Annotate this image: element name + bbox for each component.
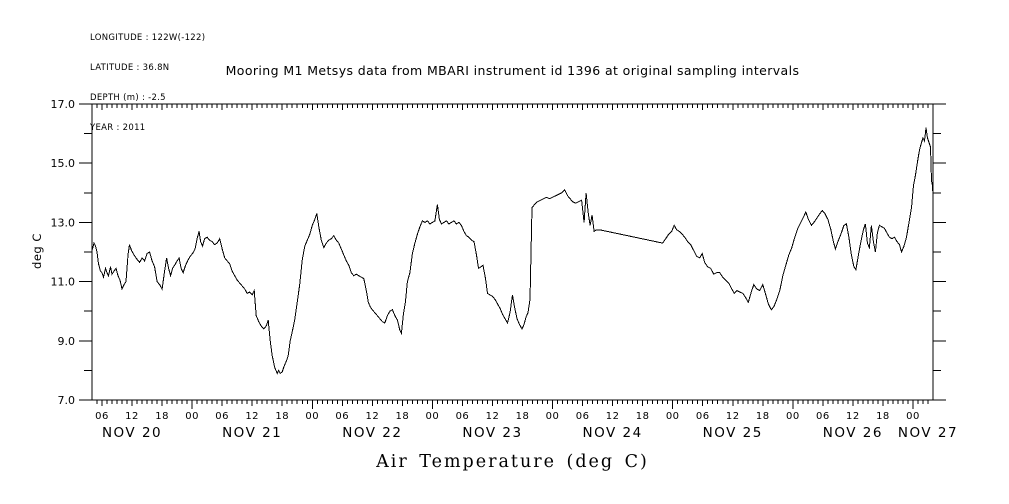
hour-label: 06 bbox=[696, 411, 710, 422]
hour-label: 12 bbox=[365, 411, 379, 422]
hour-label: 18 bbox=[636, 411, 650, 422]
y-tick-label: 7.0 bbox=[58, 394, 76, 407]
day-label: NOV 26 bbox=[823, 425, 883, 441]
hour-label: 12 bbox=[846, 411, 860, 422]
metadata-block: LONGITUDE : 122W(-122) LATITUDE : 36.8N … bbox=[90, 13, 205, 153]
x-axis-title: Air Temperature (deg C) bbox=[376, 452, 649, 472]
day-label: NOV 27 bbox=[898, 425, 958, 441]
hour-label: 18 bbox=[275, 411, 289, 422]
hour-label: 00 bbox=[906, 411, 920, 422]
hour-label: 12 bbox=[125, 411, 139, 422]
depth-label: DEPTH (m) : -2.5 bbox=[90, 93, 166, 103]
hour-label: 00 bbox=[666, 411, 680, 422]
hour-label: 18 bbox=[876, 411, 890, 422]
hour-label: 06 bbox=[95, 411, 109, 422]
year-label: YEAR : 2011 bbox=[90, 123, 146, 133]
hour-label: 12 bbox=[606, 411, 620, 422]
hour-label: 18 bbox=[516, 411, 530, 422]
hour-label: 06 bbox=[816, 411, 830, 422]
hour-label: 06 bbox=[576, 411, 590, 422]
hour-label: 00 bbox=[305, 411, 319, 422]
chart-title: Mooring M1 Metsys data from MBARI instru… bbox=[225, 63, 800, 78]
hour-label: 12 bbox=[726, 411, 740, 422]
temperature-series-line bbox=[91, 127, 934, 375]
y-tick-label: 17.0 bbox=[51, 98, 76, 111]
y-tick-label: 9.0 bbox=[58, 335, 76, 348]
day-label: NOV 20 bbox=[102, 425, 162, 441]
hour-label: 12 bbox=[486, 411, 500, 422]
day-label: NOV 24 bbox=[583, 425, 643, 441]
hour-label: 18 bbox=[396, 411, 410, 422]
hour-label: 00 bbox=[426, 411, 440, 422]
plot-frame bbox=[91, 103, 934, 401]
hour-label: 12 bbox=[245, 411, 259, 422]
y-tick-label: 11.0 bbox=[51, 276, 76, 289]
day-label: NOV 23 bbox=[462, 425, 522, 441]
hour-label: 06 bbox=[335, 411, 349, 422]
day-label: NOV 25 bbox=[703, 425, 763, 441]
latitude-label: LATITUDE : 36.8N bbox=[90, 63, 170, 73]
day-label: NOV 21 bbox=[222, 425, 282, 441]
hour-label: 00 bbox=[546, 411, 560, 422]
hour-label: 06 bbox=[215, 411, 229, 422]
day-label: NOV 22 bbox=[342, 425, 402, 441]
hour-label: 00 bbox=[786, 411, 800, 422]
hour-label: 18 bbox=[155, 411, 169, 422]
y-tick-label: 13.0 bbox=[51, 216, 76, 229]
hour-label: 00 bbox=[185, 411, 199, 422]
hour-label: 06 bbox=[456, 411, 470, 422]
hour-label: 18 bbox=[756, 411, 770, 422]
longitude-label: LONGITUDE : 122W(-122) bbox=[90, 33, 206, 43]
y-tick-label: 15.0 bbox=[51, 157, 76, 170]
